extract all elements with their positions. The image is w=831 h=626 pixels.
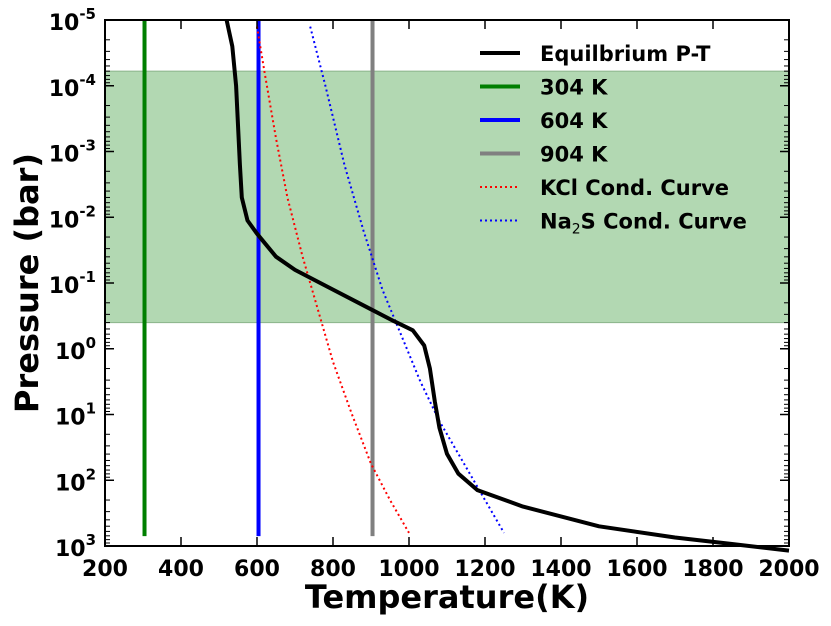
x-tick-label: 800 bbox=[310, 557, 356, 582]
y-tick-label: 10-1 bbox=[49, 268, 96, 299]
y-tick-label: 101 bbox=[55, 400, 96, 431]
x-tick-label: 600 bbox=[234, 557, 280, 582]
series-kcl-cond-curve bbox=[256, 26, 410, 534]
y-axis-title: Pressure (bar) bbox=[8, 153, 46, 413]
y-tick-label: 10-4 bbox=[49, 71, 96, 102]
x-tick-label: 1200 bbox=[454, 557, 515, 582]
y-tick-label: 10-2 bbox=[49, 202, 96, 233]
x-tick-label: 1600 bbox=[606, 557, 667, 582]
x-tick-label: 200 bbox=[82, 557, 128, 582]
y-tick-label: 103 bbox=[55, 531, 96, 562]
x-tick-label: 1800 bbox=[682, 557, 743, 582]
x-tick-label: 1400 bbox=[530, 557, 591, 582]
legend-label: 604 K bbox=[540, 109, 608, 133]
legend-label: 904 K bbox=[540, 143, 608, 167]
y-tick-label: 10-3 bbox=[49, 137, 96, 168]
legend-label: Na2S Cond. Curve bbox=[540, 210, 747, 238]
legend-label: 304 K bbox=[540, 76, 608, 100]
x-tick-label: 1000 bbox=[378, 557, 439, 582]
y-tick-label: 102 bbox=[55, 465, 96, 496]
series-equilibrium-pt bbox=[224, 19, 790, 553]
shaded-band bbox=[105, 71, 789, 323]
legend-label: KCl Cond. Curve bbox=[540, 176, 729, 200]
y-tick-label: 100 bbox=[55, 334, 96, 365]
y-tick-label: 10-5 bbox=[49, 5, 96, 36]
x-tick-label: 400 bbox=[158, 557, 204, 582]
x-axis-title: Temperature(K) bbox=[305, 578, 589, 616]
series-na2s-cond-curve bbox=[309, 26, 505, 534]
x-tick-label: 2000 bbox=[758, 557, 819, 582]
legend-label: Equilbrium P-T bbox=[540, 42, 711, 66]
